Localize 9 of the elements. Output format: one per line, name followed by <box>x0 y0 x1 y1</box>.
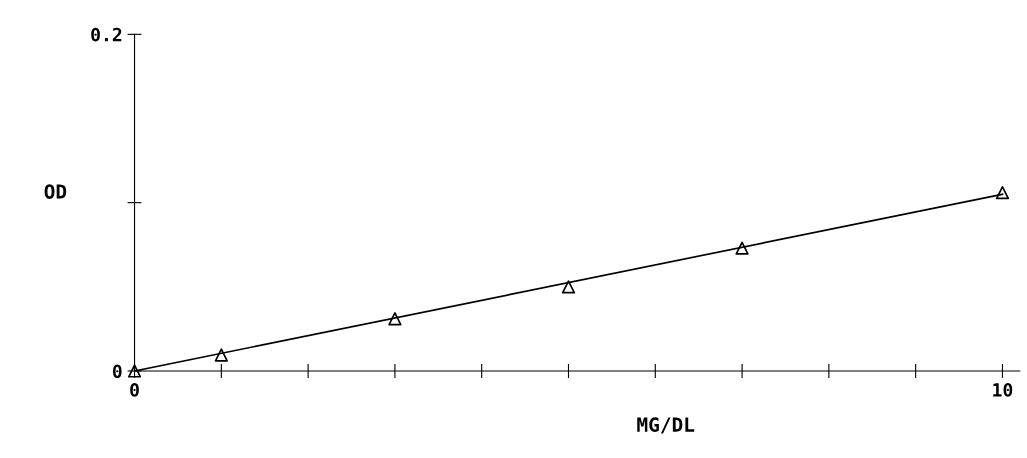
point <box>214 348 228 362</box>
y-axis-title: OD <box>44 184 67 199</box>
x-tick-label: 10 <box>993 383 1013 397</box>
point <box>388 312 402 326</box>
point <box>735 241 749 255</box>
point <box>995 185 1010 200</box>
point <box>561 280 576 294</box>
x-axis-title: MG/DL <box>637 417 695 434</box>
y-tick-label: 0.2 <box>91 27 122 42</box>
